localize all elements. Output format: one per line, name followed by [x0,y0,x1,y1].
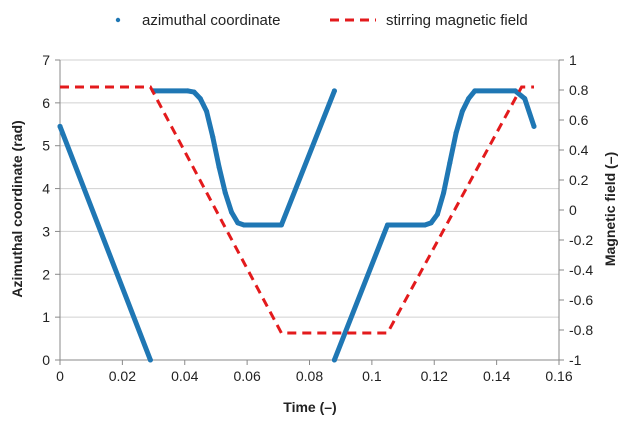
axes [55,60,564,365]
legend-label-field: stirring magnetic field [386,12,528,29]
azimuthal-coordinate-point [229,210,234,215]
y-right-tick-label: -0.8 [569,322,593,338]
x-tick-label: 0.06 [234,368,261,384]
azimuthal-coordinate-point [332,88,337,93]
y-axis-left-title: Azimuthal coordinate (rad) [9,120,25,297]
azimuthal-coordinate-segment [154,91,335,225]
y-right-tick-label: -0.2 [569,232,593,248]
azimuthal-coordinate-point [454,130,459,135]
legend-label-azimuthal: azimuthal coordinate [142,12,280,29]
azimuthal-coordinate-point [204,109,209,114]
azimuthal-coordinate-segment [334,91,534,360]
y-right-tick-label: 0.6 [569,112,589,128]
azimuthal-coordinate-point [192,90,197,95]
azimuthal-coordinate-point [435,212,440,217]
x-tick-label: 0.1 [362,368,382,384]
y-right-tick-label: 0.2 [569,172,589,188]
azimuthal-coordinate-point [522,96,527,101]
y-left-tick-label: 2 [42,266,50,282]
azimuthal-coordinate-point [58,124,63,129]
series [58,87,537,363]
y-right-tick-label: 0 [569,202,577,218]
y-right-tick-label: -1 [569,352,582,368]
azimuthal-coordinate-point [441,190,446,195]
x-tick-label: 0.04 [171,368,198,384]
x-tick-label: 0.12 [421,368,448,384]
y-left-tick-label: 4 [42,181,50,197]
azimuthal-coordinate-segment [60,126,150,360]
legend: azimuthal coordinate stirring magnetic f… [116,12,528,29]
azimuthal-coordinate-point [466,96,471,101]
azimuthal-coordinate-point [223,190,228,195]
y-right-tick-label: -0.6 [569,292,593,308]
azimuthal-coordinate-point [279,223,284,228]
azimuthal-coordinate-point [472,88,477,93]
azimuthal-coordinate-point [532,124,537,129]
x-tick-label: 0.16 [545,368,572,384]
x-tick-label: 0.14 [483,368,510,384]
x-axis-title: Time (–) [283,399,336,415]
azimuthal-coordinate-point [429,220,434,225]
y-axis-right-title: Magnetic field (–) [602,152,618,266]
x-tick-label: 0.02 [109,368,136,384]
azimuthal-coordinate-point [385,223,390,228]
azimuthal-coordinate-point [460,109,465,114]
y-right-tick-label: 0.4 [569,142,589,158]
y-left-tick-label: 5 [42,138,50,154]
azimuthal-coordinate-point [513,88,518,93]
y-right-tick-label: -0.4 [569,262,593,278]
azimuthal-coordinate-point [198,96,203,101]
y-left-tick-label: 1 [42,309,50,325]
x-tick-label: 0.08 [296,368,323,384]
azimuthal-coordinate-point [332,358,337,363]
y-left-tick-label: 3 [42,223,50,239]
y-left-tick-label: 7 [42,52,50,68]
azimuthal-coordinate-point [148,358,153,363]
azimuthal-coordinate-point [422,223,427,228]
azimuthal-coordinate-point [185,88,190,93]
stirring-magnetic-field-line [60,87,534,333]
y-right-tick-label: 0.8 [569,82,589,98]
legend-marker-azimuthal [116,18,120,22]
azimuthal-coordinate-point [210,135,215,140]
azimuthal-coordinate-point [235,220,240,225]
y-right-tick-label: 1 [569,52,577,68]
y-left-tick-label: 6 [42,95,50,111]
azimuthal-coordinate-point [217,165,222,170]
y-left-tick-label: 0 [42,352,50,368]
x-tick-label: 0 [56,368,64,384]
azimuthal-coordinate-point [242,223,247,228]
azimuthal-coordinate-point [447,160,452,165]
